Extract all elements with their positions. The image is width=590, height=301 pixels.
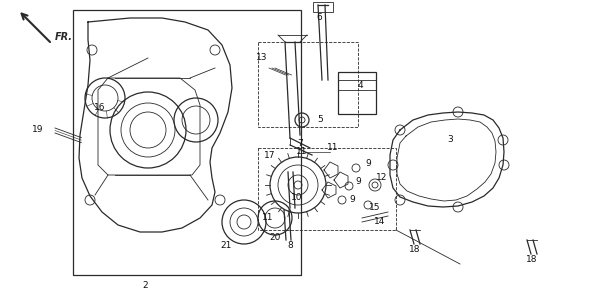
Text: 9: 9 [365, 159, 371, 167]
Bar [313, 2, 333, 12]
Text: 17: 17 [264, 150, 276, 160]
Text: 21: 21 [220, 240, 232, 250]
Text: 16: 16 [94, 104, 106, 113]
Text: 19: 19 [32, 126, 44, 135]
Text: 8: 8 [287, 240, 293, 250]
Text: 15: 15 [369, 203, 381, 212]
Text: 9: 9 [355, 178, 361, 187]
Bar [258, 148, 396, 230]
Text: FR.: FR. [55, 32, 73, 42]
Text: 18: 18 [409, 246, 421, 255]
Text: 11: 11 [327, 144, 339, 153]
Text: 10: 10 [291, 194, 303, 203]
Text: 20: 20 [269, 234, 281, 243]
Text: 7: 7 [297, 138, 303, 147]
Text: 11: 11 [262, 213, 274, 222]
Text: 18: 18 [526, 256, 537, 265]
Text: 3: 3 [447, 135, 453, 144]
Bar [258, 42, 358, 127]
Bar [73, 10, 301, 275]
Text: 12: 12 [376, 173, 388, 182]
Bar [338, 72, 376, 114]
Text: 11: 11 [296, 147, 308, 157]
Text: 13: 13 [256, 54, 268, 63]
Text: 2: 2 [142, 281, 148, 290]
Text: 14: 14 [374, 218, 386, 226]
Text: 6: 6 [316, 14, 322, 23]
Text: 5: 5 [317, 116, 323, 125]
Text: 9: 9 [349, 196, 355, 204]
Text: 4: 4 [357, 82, 363, 91]
